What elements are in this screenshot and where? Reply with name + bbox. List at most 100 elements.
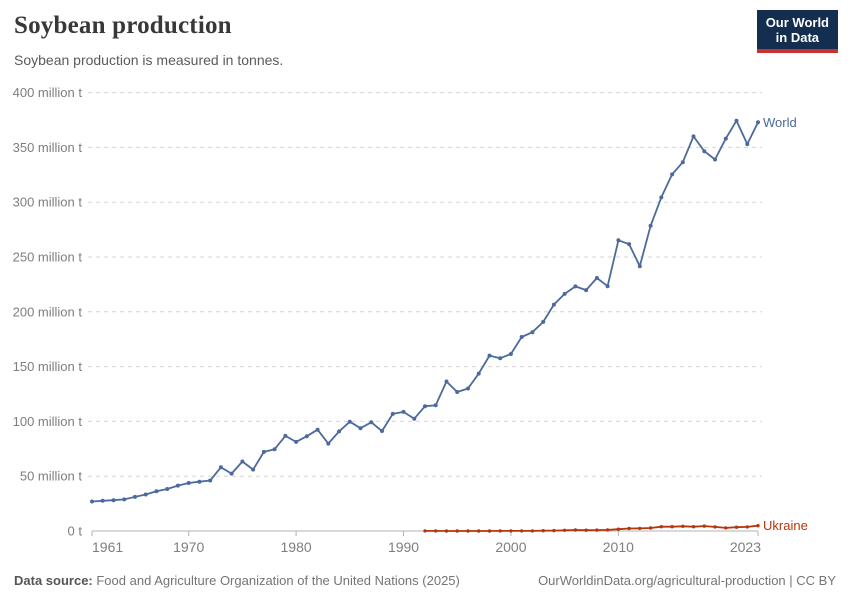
world-data-point[interactable] (111, 498, 116, 503)
world-data-point[interactable] (519, 335, 524, 339)
world-data-point[interactable] (605, 284, 610, 289)
series-label-world[interactable]: World (763, 115, 797, 130)
ukraine-data-point[interactable] (530, 529, 535, 533)
world-data-point[interactable] (272, 447, 277, 452)
world-data-point[interactable] (594, 276, 599, 280)
world-data-point[interactable] (433, 403, 438, 408)
world-data-point[interactable] (508, 352, 513, 356)
ukraine-data-point[interactable] (584, 528, 588, 532)
world-data-point[interactable] (401, 409, 406, 414)
ukraine-data-point[interactable] (659, 525, 663, 529)
world-data-point[interactable] (723, 136, 728, 141)
world-data-point[interactable] (551, 302, 556, 307)
world-data-point[interactable] (100, 498, 105, 503)
owid-logo[interactable]: Our World in Data (756, 10, 838, 53)
ukraine-data-point[interactable] (648, 526, 653, 530)
ukraine-data-point[interactable] (756, 524, 760, 528)
world-data-point[interactable] (326, 441, 331, 446)
ukraine-data-point[interactable] (713, 525, 717, 529)
world-data-point[interactable] (455, 390, 460, 394)
world-data-point[interactable] (659, 195, 664, 200)
world-data-point[interactable] (165, 487, 170, 491)
world-data-point[interactable] (390, 411, 395, 416)
ukraine-data-point[interactable] (595, 528, 599, 532)
world-data-point[interactable] (756, 120, 760, 125)
ukraine-data-point[interactable] (734, 525, 739, 529)
world-data-point[interactable] (315, 427, 320, 432)
ukraine-data-point[interactable] (562, 528, 567, 532)
world-data-point[interactable] (143, 492, 148, 497)
ukraine-data-point[interactable] (691, 525, 696, 529)
ukraine-data-point[interactable] (702, 524, 706, 528)
world-data-point[interactable] (466, 386, 470, 391)
world-data-point[interactable] (702, 149, 707, 154)
ukraine-data-point[interactable] (627, 526, 631, 531)
ukraine-data-point[interactable] (455, 529, 459, 533)
ukraine-data-point[interactable] (605, 528, 610, 532)
world-data-point[interactable] (670, 172, 675, 177)
world-data-point[interactable] (283, 433, 288, 438)
ukraine-data-point[interactable] (434, 529, 438, 533)
world-data-point[interactable] (337, 429, 342, 434)
world-data-point[interactable] (444, 379, 449, 384)
world-line-series[interactable] (91, 119, 759, 503)
world-data-point[interactable] (487, 353, 492, 358)
world-data-point[interactable] (229, 471, 234, 476)
world-data-point[interactable] (294, 439, 299, 444)
world-data-point[interactable] (208, 478, 213, 483)
world-data-point[interactable] (358, 426, 363, 431)
world-data-point[interactable] (218, 465, 223, 470)
world-data-point[interactable] (573, 284, 578, 289)
ukraine-data-point[interactable] (487, 529, 492, 533)
world-data-point[interactable] (691, 134, 696, 139)
world-data-point[interactable] (90, 499, 94, 504)
ukraine-data-point[interactable] (670, 525, 674, 529)
world-data-point[interactable] (423, 404, 427, 409)
ukraine-data-point[interactable] (745, 525, 749, 529)
world-data-point[interactable] (648, 223, 653, 228)
world-data-point[interactable] (713, 157, 717, 162)
world-data-point[interactable] (380, 429, 384, 433)
world-data-point[interactable] (412, 416, 417, 421)
ukraine-data-point[interactable] (520, 529, 524, 533)
world-data-point[interactable] (616, 238, 621, 243)
world-data-point[interactable] (251, 467, 256, 472)
ukraine-line-series[interactable] (424, 524, 759, 532)
world-data-point[interactable] (240, 459, 245, 464)
ukraine-data-point[interactable] (509, 529, 513, 533)
world-data-point[interactable] (476, 371, 481, 376)
world-data-point[interactable] (261, 449, 266, 454)
world-data-point[interactable] (637, 264, 642, 269)
world-data-point[interactable] (734, 118, 739, 123)
world-data-point[interactable] (133, 494, 137, 499)
world-data-point[interactable] (562, 291, 567, 296)
world-data-point[interactable] (530, 330, 535, 335)
world-data-point[interactable] (498, 356, 503, 361)
world-data-point[interactable] (680, 160, 685, 165)
ukraine-data-point[interactable] (552, 528, 556, 533)
ukraine-data-point[interactable] (541, 529, 545, 533)
ukraine-data-point[interactable] (616, 527, 621, 531)
world-data-point[interactable] (197, 479, 202, 484)
ukraine-data-point[interactable] (444, 529, 449, 533)
world-data-point[interactable] (122, 497, 127, 502)
ukraine-data-point[interactable] (466, 529, 470, 533)
world-data-point[interactable] (745, 142, 750, 147)
world-data-point[interactable] (584, 288, 589, 293)
ukraine-data-point[interactable] (477, 529, 481, 533)
world-data-point[interactable] (541, 319, 546, 324)
world-data-point[interactable] (347, 419, 352, 424)
ukraine-data-point[interactable] (638, 526, 642, 531)
series-label-ukraine[interactable]: Ukraine (763, 518, 808, 533)
world-data-point[interactable] (304, 434, 309, 439)
ukraine-data-point[interactable] (573, 528, 578, 532)
ukraine-data-point[interactable] (724, 526, 728, 530)
ukraine-data-point[interactable] (498, 529, 502, 533)
owid-url-license-link[interactable]: OurWorldinData.org/agricultural-producti… (538, 573, 836, 588)
world-data-point[interactable] (186, 481, 191, 485)
ukraine-data-point[interactable] (423, 529, 427, 533)
world-data-point[interactable] (154, 489, 159, 494)
world-data-point[interactable] (369, 420, 374, 425)
world-data-point[interactable] (175, 483, 180, 488)
world-data-point[interactable] (627, 242, 632, 247)
